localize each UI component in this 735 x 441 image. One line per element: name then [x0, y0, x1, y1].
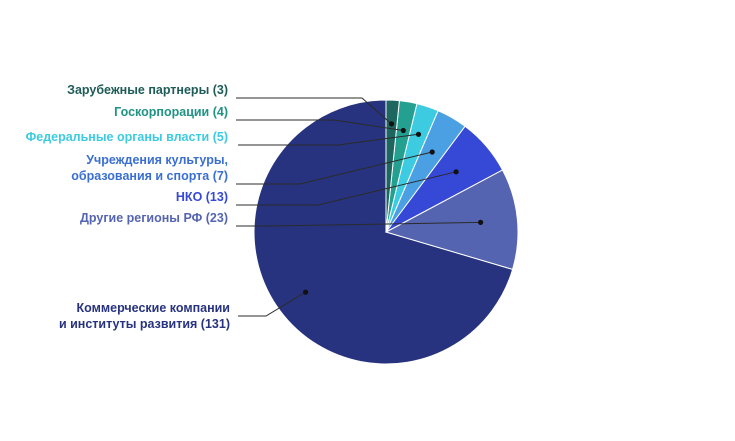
pie-slice: [253, 99, 514, 365]
slice-label: Федеральные органы власти (5): [26, 130, 228, 144]
leader-dot: [478, 219, 484, 225]
leader-lines: [236, 97, 484, 317]
slice-label-line: НКО (13): [176, 190, 228, 204]
leader-line: [236, 221, 481, 227]
leader-line: [238, 133, 419, 146]
slice-label: Коммерческие компании и институты развити…: [59, 301, 230, 331]
slice-label: Другие регионы РФ (23): [80, 211, 228, 225]
pie-slice: [385, 99, 400, 233]
slice-label-line: Коммерческие компании: [77, 301, 230, 315]
slice-label-line: и институты развития (131): [59, 317, 230, 331]
pie-slices: [253, 99, 519, 365]
leader-dot: [415, 131, 422, 137]
leader-line: [238, 291, 306, 317]
leader-dot: [400, 127, 406, 134]
leader-dot: [429, 149, 435, 155]
slice-label: Зарубежные партнеры (3): [67, 83, 228, 97]
slice-label: Госкорпорации (4): [114, 105, 228, 119]
leader-line: [236, 97, 392, 125]
leader-dot: [303, 289, 309, 295]
slice-labels: Коммерческие компании и институты развити…: [26, 83, 230, 331]
slice-label-line: Зарубежные партнеры (3): [67, 83, 228, 97]
slice-label: НКО (13): [176, 190, 228, 204]
slice-label-line: Госкорпорации (4): [114, 105, 228, 119]
slice-label-line: Учреждения культуры,: [86, 153, 228, 167]
leader-line: [236, 151, 433, 185]
slice-label: Учреждения культуры, образования и спорта…: [71, 153, 228, 183]
slice-label-line: Федеральные органы власти (5): [26, 130, 228, 144]
leader-dot: [388, 121, 395, 127]
leader-line: [236, 119, 404, 131]
leader-line: [236, 171, 457, 206]
leader-dot: [453, 169, 459, 175]
slice-label-line: образования и спорта (7): [71, 169, 228, 183]
pie-slice: [384, 169, 519, 271]
slice-label-line: Другие регионы РФ (23): [80, 211, 228, 225]
